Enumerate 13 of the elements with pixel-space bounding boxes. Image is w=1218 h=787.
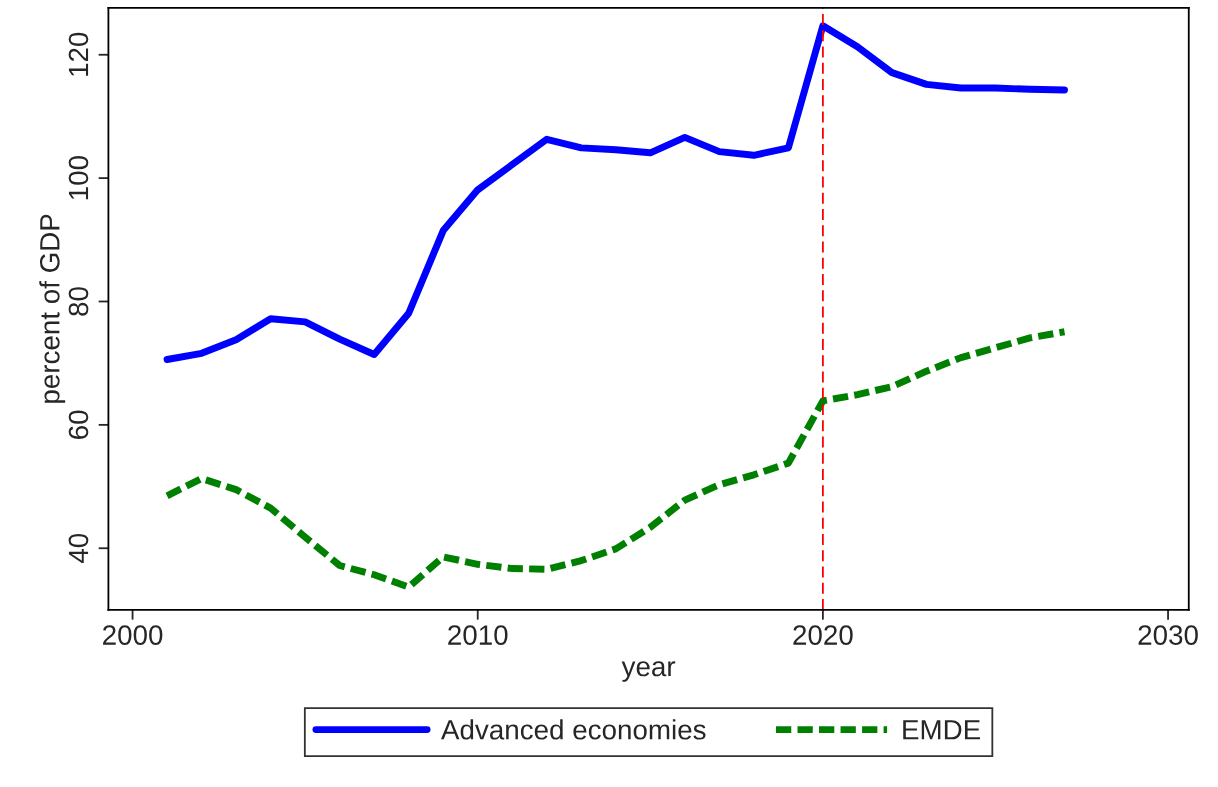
x-axis-title: year	[621, 661, 676, 682]
x-tick-label: 2030	[1138, 625, 1198, 645]
y-tick-label: 60	[68, 410, 89, 439]
legend-label: Advanced economies	[441, 719, 706, 740]
y-tick-label: 100	[68, 156, 89, 200]
x-tick-label: 2000	[103, 625, 163, 645]
x-tick-label: 2020	[793, 625, 853, 645]
legend-label: EMDE	[903, 720, 981, 740]
y-tick-label: 40	[68, 533, 89, 564]
x-tick-label: 2010	[448, 625, 508, 645]
y-tick-label: 120	[68, 32, 89, 76]
y-axis-title: percent of GDP	[39, 214, 66, 403]
y-tick-label: 80	[68, 287, 89, 316]
